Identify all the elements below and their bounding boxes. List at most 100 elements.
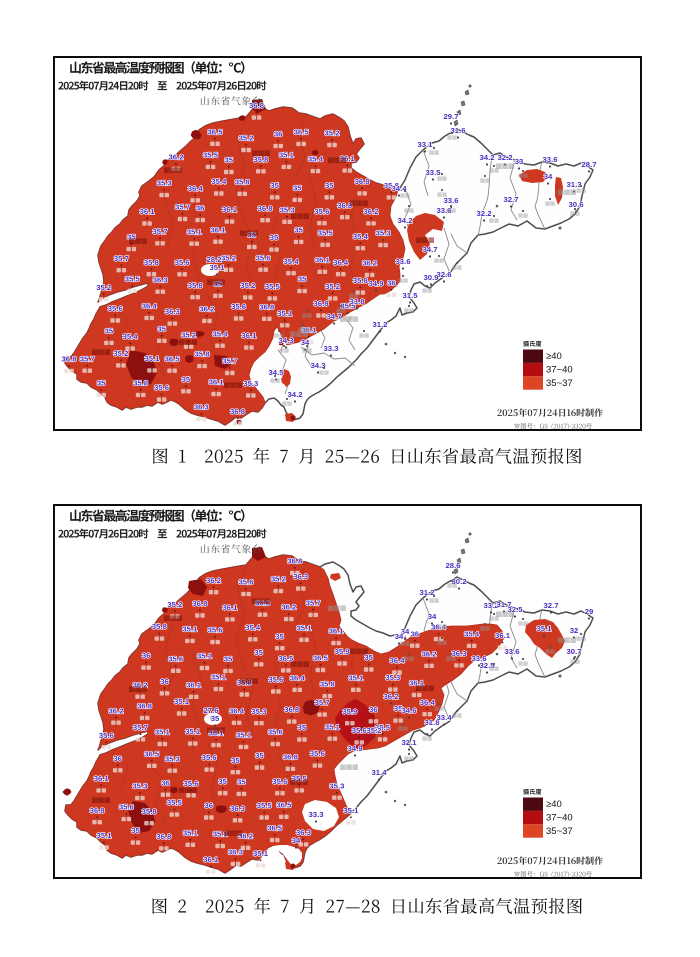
svg-text:36.4: 36.4: [188, 184, 204, 193]
svg-text:36.8: 36.8: [258, 204, 274, 213]
svg-text:35: 35: [105, 327, 114, 336]
svg-text:36.1: 36.1: [241, 331, 257, 340]
svg-text:32.7: 32.7: [504, 195, 519, 204]
svg-text:35.6: 35.6: [272, 777, 287, 786]
svg-text:35.6: 35.6: [268, 728, 283, 737]
svg-text:35.5: 35.5: [265, 282, 281, 291]
svg-text:34.6: 34.6: [402, 706, 417, 715]
svg-text:35.3: 35.3: [157, 179, 172, 188]
svg-text:36.3: 36.3: [165, 307, 180, 316]
svg-text:36.5: 36.5: [208, 127, 224, 136]
svg-text:35.1: 35.1: [174, 697, 190, 706]
svg-text:35.6: 35.6: [154, 383, 169, 392]
svg-text:33.8: 33.8: [350, 297, 366, 306]
svg-text:35: 35: [97, 379, 106, 388]
svg-text:35.4: 35.4: [464, 629, 480, 638]
svg-text:35.2: 35.2: [181, 330, 196, 339]
svg-text:35: 35: [254, 648, 263, 657]
svg-text:31.6: 31.6: [451, 126, 466, 135]
svg-text:34.3: 34.3: [279, 336, 294, 345]
svg-text:34.7: 34.7: [423, 245, 438, 254]
svg-text:36.1: 36.1: [315, 255, 331, 264]
svg-text:35: 35: [298, 275, 307, 284]
svg-text:34: 34: [428, 612, 437, 621]
svg-text:36.8: 36.8: [337, 201, 353, 210]
svg-text:36.1: 36.1: [340, 154, 356, 163]
svg-text:36.2: 36.2: [109, 706, 124, 715]
svg-text:35.1: 35.1: [155, 728, 171, 737]
svg-text:35: 35: [225, 156, 234, 165]
svg-text:32.1: 32.1: [402, 738, 418, 747]
svg-text:35.1: 35.1: [253, 849, 269, 858]
svg-text:32.5: 32.5: [508, 605, 524, 614]
svg-text:34: 34: [401, 627, 410, 636]
svg-text:35.6: 35.6: [119, 803, 134, 812]
svg-text:35.1: 35.1: [185, 727, 201, 736]
svg-text:36.2: 36.2: [238, 831, 253, 840]
svg-text:36.5: 36.5: [313, 654, 329, 663]
svg-text:35.5: 35.5: [292, 774, 308, 783]
svg-text:35: 35: [231, 756, 240, 765]
svg-text:35.8: 35.8: [235, 177, 251, 186]
svg-text:36.8: 36.8: [283, 752, 299, 761]
svg-text:36: 36: [411, 629, 420, 638]
svg-text:35: 35: [248, 231, 257, 240]
svg-text:31.7: 31.7: [497, 600, 512, 609]
svg-text:35.1: 35.1: [197, 652, 213, 661]
svg-text:35.7: 35.7: [80, 354, 95, 363]
svg-text:35: 35: [270, 181, 279, 190]
svg-text:36.2: 36.2: [384, 692, 399, 701]
svg-text:36.1: 36.1: [301, 326, 317, 335]
svg-text:36.1: 36.1: [203, 855, 219, 864]
svg-text:33.1: 33.1: [418, 140, 434, 149]
svg-text:30.7: 30.7: [567, 647, 582, 656]
svg-text:36.2: 36.2: [199, 305, 214, 314]
svg-text:30.6: 30.6: [569, 200, 584, 209]
svg-text:36.3: 36.3: [153, 275, 168, 284]
svg-text:35.1: 35.1: [325, 722, 341, 731]
svg-text:36.4: 36.4: [333, 258, 349, 267]
svg-text:36.5: 36.5: [276, 800, 292, 809]
svg-text:36.5: 36.5: [294, 128, 310, 137]
svg-text:33.4: 33.4: [437, 713, 453, 722]
svg-text:36.4: 36.4: [229, 706, 245, 715]
svg-text:32.2: 32.2: [498, 153, 513, 162]
svg-text:35: 35: [211, 714, 220, 723]
svg-text:35.1: 35.1: [97, 831, 113, 840]
svg-text:31.2: 31.2: [373, 320, 388, 329]
svg-text:37~40: 37~40: [546, 365, 573, 376]
svg-text:28.6: 28.6: [446, 561, 461, 570]
svg-text:35.6: 35.6: [175, 258, 190, 267]
svg-text:36: 36: [369, 705, 378, 714]
svg-text:35.2: 35.2: [239, 134, 254, 143]
svg-text:35.4: 35.4: [308, 155, 324, 164]
svg-text:35: 35: [270, 233, 279, 242]
svg-text:28.7: 28.7: [582, 160, 597, 169]
svg-text:36: 36: [160, 677, 169, 686]
svg-text:35.6: 35.6: [314, 207, 329, 216]
svg-text:36.2: 36.2: [133, 680, 148, 689]
svg-text:35~37: 35~37: [546, 826, 573, 837]
svg-text:36.8: 36.8: [355, 177, 371, 186]
svg-text:35.4: 35.4: [284, 257, 300, 266]
svg-text:35.8: 35.8: [133, 379, 149, 388]
svg-text:35.5: 35.5: [203, 151, 219, 160]
svg-text:36.1: 36.1: [329, 627, 345, 636]
svg-text:35.1: 35.1: [211, 673, 227, 682]
svg-text:36.1: 36.1: [222, 603, 238, 612]
svg-text:36.8: 36.8: [156, 832, 172, 841]
svg-text:35.8: 35.8: [384, 181, 400, 190]
svg-text:31.5: 31.5: [403, 291, 419, 300]
svg-text:35.5: 35.5: [257, 801, 273, 810]
svg-text:35.2: 35.2: [325, 282, 340, 291]
svg-text:36.5: 36.5: [267, 824, 283, 833]
svg-text:35.6: 35.6: [99, 731, 114, 740]
svg-text:35.8: 35.8: [353, 276, 369, 285]
svg-text:35.6: 35.6: [256, 253, 271, 262]
svg-text:30.2: 30.2: [452, 577, 467, 586]
svg-text:31.8: 31.8: [425, 718, 441, 727]
svg-text:36.2: 36.2: [169, 153, 184, 162]
svg-text:33.6: 33.6: [505, 647, 520, 656]
svg-text:35.6: 35.6: [108, 304, 123, 313]
svg-text:32.5: 32.5: [480, 661, 496, 670]
